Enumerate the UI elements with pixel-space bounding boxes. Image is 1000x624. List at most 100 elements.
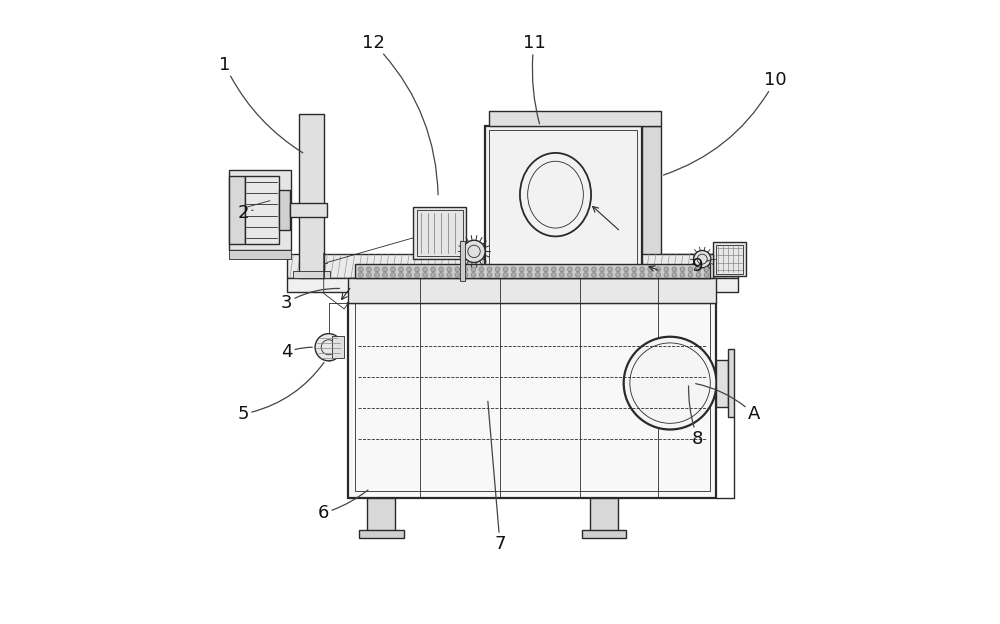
Circle shape bbox=[680, 267, 685, 272]
Bar bbox=[485, 127, 642, 278]
Bar bbox=[413, 207, 466, 260]
Circle shape bbox=[455, 267, 460, 272]
Bar bbox=[348, 278, 716, 303]
Circle shape bbox=[672, 267, 677, 272]
Circle shape bbox=[503, 273, 508, 277]
Circle shape bbox=[407, 273, 412, 277]
Circle shape bbox=[567, 273, 572, 277]
Circle shape bbox=[543, 273, 548, 277]
Bar bbox=[489, 130, 637, 275]
Bar bbox=[229, 176, 245, 244]
Circle shape bbox=[559, 273, 564, 277]
Circle shape bbox=[624, 337, 716, 429]
Circle shape bbox=[391, 273, 395, 277]
Bar bbox=[348, 303, 716, 497]
Circle shape bbox=[315, 334, 342, 361]
Circle shape bbox=[358, 267, 363, 272]
Circle shape bbox=[471, 267, 476, 272]
Circle shape bbox=[600, 273, 605, 277]
Bar bbox=[716, 359, 728, 407]
Circle shape bbox=[696, 273, 701, 277]
Circle shape bbox=[463, 240, 485, 263]
Circle shape bbox=[479, 267, 484, 272]
Circle shape bbox=[399, 273, 404, 277]
Bar bbox=[642, 255, 713, 278]
Circle shape bbox=[688, 267, 693, 272]
Circle shape bbox=[672, 273, 677, 277]
Circle shape bbox=[640, 273, 645, 277]
Bar bbox=[332, 336, 344, 358]
Circle shape bbox=[431, 273, 436, 277]
Text: 5: 5 bbox=[238, 363, 324, 423]
Circle shape bbox=[358, 273, 363, 277]
Circle shape bbox=[423, 267, 428, 272]
Bar bbox=[713, 242, 746, 276]
Bar bbox=[293, 271, 330, 278]
Circle shape bbox=[632, 267, 637, 272]
Text: 12: 12 bbox=[362, 34, 438, 195]
Circle shape bbox=[543, 267, 548, 272]
Text: 3: 3 bbox=[281, 288, 340, 312]
Circle shape bbox=[527, 273, 532, 277]
Circle shape bbox=[608, 267, 613, 272]
Circle shape bbox=[382, 273, 387, 277]
Text: 2: 2 bbox=[238, 204, 253, 222]
Circle shape bbox=[567, 267, 572, 272]
Circle shape bbox=[495, 273, 500, 277]
Circle shape bbox=[559, 267, 564, 272]
Circle shape bbox=[704, 267, 709, 272]
Circle shape bbox=[415, 267, 420, 272]
Circle shape bbox=[447, 273, 452, 277]
Circle shape bbox=[575, 267, 580, 272]
Circle shape bbox=[495, 267, 500, 272]
Circle shape bbox=[583, 267, 588, 272]
Circle shape bbox=[600, 267, 605, 272]
Bar bbox=[582, 530, 626, 538]
Text: 9: 9 bbox=[692, 256, 711, 275]
Circle shape bbox=[694, 250, 711, 268]
Bar bbox=[367, 497, 395, 532]
Circle shape bbox=[463, 273, 468, 277]
Circle shape bbox=[439, 273, 444, 277]
Circle shape bbox=[632, 273, 637, 277]
Circle shape bbox=[592, 267, 596, 272]
Circle shape bbox=[455, 273, 460, 277]
Circle shape bbox=[624, 273, 629, 277]
Circle shape bbox=[423, 273, 428, 277]
Circle shape bbox=[463, 267, 468, 272]
Text: 10: 10 bbox=[663, 71, 787, 175]
Circle shape bbox=[575, 273, 580, 277]
Circle shape bbox=[664, 267, 669, 272]
Circle shape bbox=[648, 267, 653, 272]
Circle shape bbox=[592, 273, 596, 277]
Circle shape bbox=[688, 273, 693, 277]
Circle shape bbox=[374, 273, 379, 277]
Circle shape bbox=[704, 273, 709, 277]
Bar bbox=[359, 530, 404, 538]
Circle shape bbox=[366, 267, 371, 272]
Bar bbox=[279, 190, 290, 230]
Bar bbox=[417, 210, 463, 256]
Bar bbox=[716, 245, 743, 274]
Bar bbox=[287, 255, 738, 278]
Circle shape bbox=[527, 267, 532, 272]
Circle shape bbox=[656, 267, 661, 272]
Circle shape bbox=[624, 267, 629, 272]
Text: 8: 8 bbox=[689, 386, 704, 448]
Circle shape bbox=[439, 267, 444, 272]
Circle shape bbox=[640, 267, 645, 272]
Circle shape bbox=[503, 267, 508, 272]
Bar bbox=[245, 176, 279, 244]
Text: 6: 6 bbox=[318, 490, 368, 522]
Circle shape bbox=[535, 267, 540, 272]
Circle shape bbox=[415, 273, 420, 277]
Circle shape bbox=[656, 273, 661, 277]
Text: 4: 4 bbox=[281, 343, 312, 361]
Circle shape bbox=[374, 267, 379, 272]
Circle shape bbox=[519, 273, 524, 277]
Circle shape bbox=[431, 267, 436, 272]
Circle shape bbox=[616, 273, 621, 277]
Circle shape bbox=[511, 273, 516, 277]
Bar bbox=[485, 267, 642, 278]
Circle shape bbox=[551, 273, 556, 277]
